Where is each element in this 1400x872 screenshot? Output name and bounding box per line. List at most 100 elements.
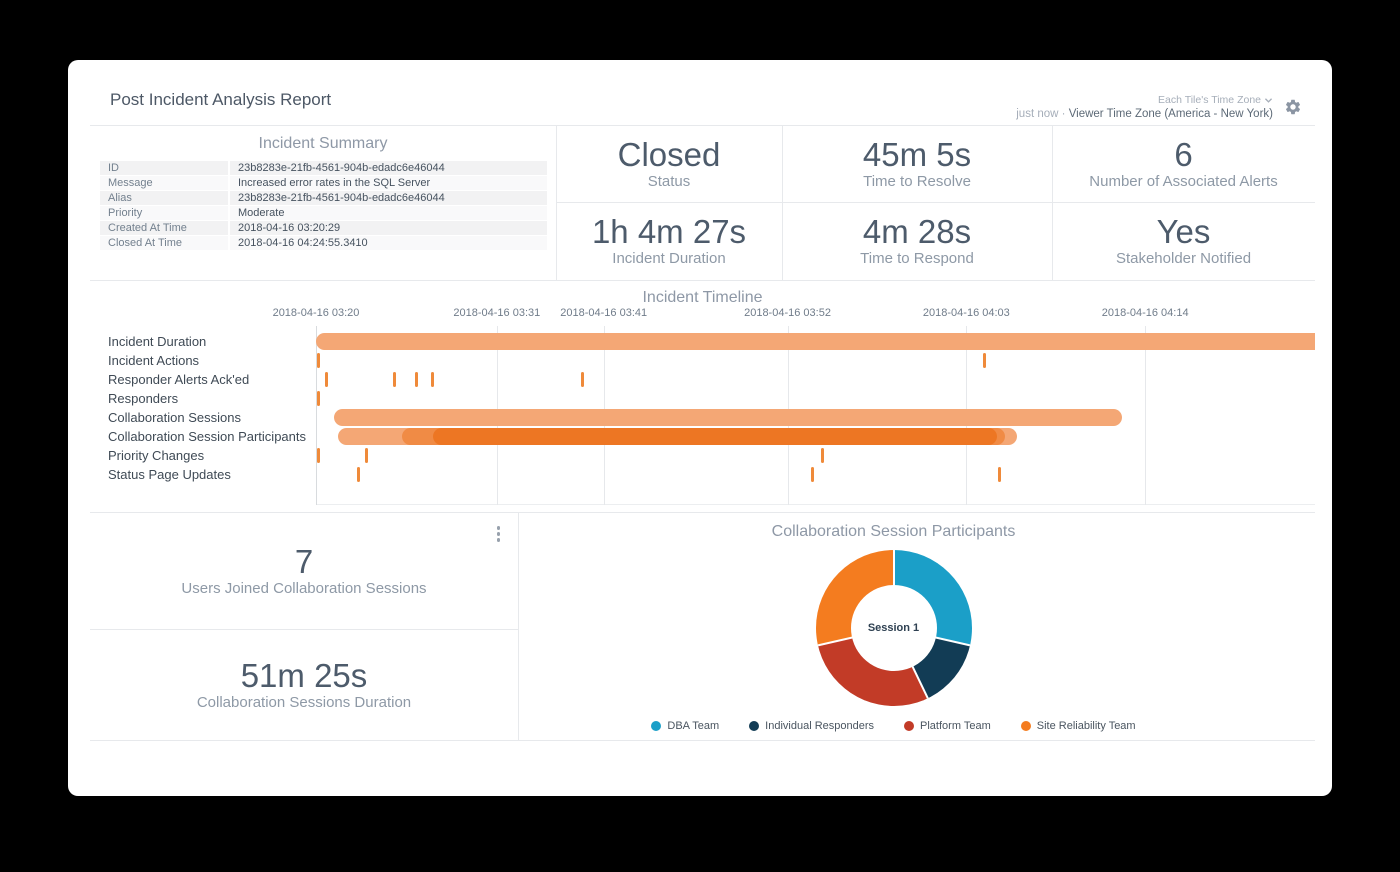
users-joined-value: 7 [294,542,314,580]
legend-label: Individual Responders [765,720,875,732]
summary-row: Message Increased error rates in the SQL … [100,176,547,190]
timeline-baseline [316,504,1315,505]
summary-row-value: 23b8283e-21fb-4561-904b-edadc6e46044 [230,191,547,205]
summary-row: Closed At Time 2018-04-16 04:24:55.3410 [100,236,547,250]
legend-label: DBA Team [667,720,720,732]
donut-chart-title: Collaboration Session Participants [771,523,1016,540]
column-divider [228,236,230,250]
donut-chart[interactable]: Session 1 [815,550,972,706]
stat-tile: 45m 5s Time to Resolve [782,125,1052,202]
timeline-event-tick[interactable] [580,372,584,387]
legend-item[interactable]: DBA Team [651,720,719,732]
timeline-event-tick[interactable] [821,448,825,463]
timeline-event-tick[interactable] [983,353,987,368]
timeline-row-labels: Incident Duration Incident Actions Respond… [108,332,316,484]
tile-timezone-dropdown[interactable]: Each Tile's Time Zone [1158,93,1273,107]
stat-value: 4m 28s [862,213,972,250]
timeline-event-tick[interactable] [364,448,368,463]
divider [90,629,518,630]
timeline-event-tick[interactable] [316,391,320,406]
legend-label: Site Reliability Team [1036,720,1136,732]
tile-timezone-label: Each Tile's Time Zone [1158,94,1261,106]
summary-row-value: Increased error rates in the SQL Server [230,176,547,190]
legend-dot-icon [651,721,662,731]
timeline-event-tick[interactable] [430,372,434,387]
summary-row-label: ID [100,161,228,175]
timeline-row-label: Incident Actions [108,353,200,368]
legend-item[interactable]: Site Reliability Team [1020,720,1136,732]
timeline-event-tick[interactable] [392,372,396,387]
column-divider [228,206,230,220]
timeline-row [316,332,1315,351]
timeline-axis-label: 2018-04-16 03:52 [744,307,831,319]
timeline-row [316,389,1315,408]
divider [90,280,1315,281]
settings-gear-icon[interactable] [1284,98,1302,116]
column-divider [228,176,230,190]
timeline-event-tick[interactable] [316,448,320,463]
timeline-event-tick[interactable] [998,467,1002,482]
timeline-gridline [1145,326,1147,505]
summary-row-label: Alias [100,191,228,205]
stat-value: Yes [1156,213,1211,250]
donut-legend: DBA Team Individual Responders Platform Te… [651,720,1136,732]
divider [90,125,1315,126]
sessions-duration-label: Collaboration Sessions Duration [196,693,412,711]
timeline-axis-label: 2018-04-16 04:14 [1101,307,1189,319]
chevron-down-icon [1264,97,1273,103]
stat-label: Status [647,172,691,190]
summary-row-label: Priority [100,206,228,220]
stat-value: 45m 5s [862,135,972,173]
users-joined-tile: 7 Users Joined Collaboration Sessions [90,512,518,629]
dashboard-card: Post Incident Analysis Report Each Tile'… [68,60,1332,796]
column-divider [228,161,230,175]
timeline-event-tick[interactable] [810,467,814,482]
incident-summary-table: ID 23b8283e-21fb-4561-904b-edadc6e46044 Me… [100,161,547,251]
users-joined-label: Users Joined Collaboration Sessions [181,579,427,597]
stat-tile: 1h 4m 27s Incident Duration [556,202,782,280]
header-controls: Each Tile's Time Zone just now · Viewer … [1016,92,1302,121]
summary-row: ID 23b8283e-21fb-4561-904b-edadc6e46044 [100,161,547,175]
timeline-bar[interactable] [316,333,1315,350]
timeline-event-tick[interactable] [324,372,328,387]
timeline-event-tick[interactable] [316,353,320,368]
legend-dot-icon [749,721,760,731]
timeline-event-tick[interactable] [356,467,360,482]
timeline-axis-label: 2018-04-16 03:20 [272,307,360,319]
timeline-axis: 2018-04-16 03:20 2018-04-16 03:31 2018-04-… [273,307,1315,321]
timeline-row-label: Priority Changes [108,448,205,463]
sessions-duration-tile: 51m 25s Collaboration Sessions Duration [90,629,518,740]
summary-row: Created At Time 2018-04-16 03:20:29 [100,221,547,235]
donut-center-label: Session 1 [867,622,920,634]
stat-value: Closed [617,135,721,173]
summary-row-label: Created At Time [100,221,228,235]
legend-item[interactable]: Individual Responders [749,720,874,732]
timeline-row-label: Responders [108,391,179,406]
stats-grid: Closed Status 45m 5s Time to Resolve 6 Number… [556,125,1315,280]
timeline-plot [316,332,1315,484]
incident-summary-title: Incident Summary [258,135,388,152]
divider [518,512,519,740]
stat-label: Time to Resolve [863,172,971,190]
viewer-timezone-text: Viewer Time Zone (America - New York) [1068,108,1273,120]
column-divider [228,191,230,205]
stat-value: 6 [1174,135,1193,173]
timeline-row-label: Collaboration Sessions [108,410,241,425]
summary-row-value: 23b8283e-21fb-4561-904b-edadc6e46044 [230,161,547,175]
legend-item[interactable]: Platform Team [904,720,991,732]
tile-menu-kebab-icon[interactable] [495,524,503,544]
timeline-axis-label: 2018-04-16 03:31 [453,307,541,319]
timeline-row-label: Status Page Updates [108,467,231,482]
timeline-event-tick[interactable] [414,372,418,387]
timeline-bar[interactable] [432,428,998,445]
stat-tile: Closed Status [556,125,782,202]
timeline-row [316,427,1315,446]
legend-dot-icon [1020,721,1031,731]
column-divider [228,221,230,235]
timeline-bar[interactable] [333,409,1123,426]
timeline-row [316,351,1315,370]
summary-row-value: 2018-04-16 03:20:29 [230,221,547,235]
summary-row-label: Message [100,176,228,190]
legend-dot-icon [904,721,915,731]
